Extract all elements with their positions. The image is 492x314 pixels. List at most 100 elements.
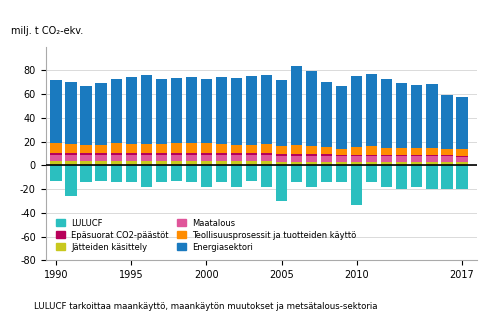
Bar: [381, 162, 393, 165]
Bar: [155, 155, 167, 161]
Bar: [366, 162, 377, 165]
Bar: [65, 161, 77, 165]
Bar: [276, 162, 287, 165]
Bar: [171, 153, 182, 155]
Bar: [366, 165, 377, 182]
Bar: [231, 161, 242, 165]
Bar: [321, 162, 332, 165]
Bar: [426, 165, 437, 189]
Bar: [141, 165, 152, 187]
Bar: [321, 147, 332, 154]
Bar: [456, 162, 467, 165]
Bar: [155, 78, 167, 144]
Bar: [201, 165, 212, 187]
Bar: [336, 149, 347, 155]
Bar: [111, 155, 122, 161]
Bar: [426, 162, 437, 165]
Bar: [81, 144, 92, 153]
Bar: [111, 79, 122, 143]
Bar: [231, 153, 242, 155]
Bar: [50, 143, 62, 153]
Bar: [231, 165, 242, 187]
Bar: [171, 165, 182, 181]
Bar: [381, 148, 393, 155]
Bar: [141, 153, 152, 155]
Bar: [276, 154, 287, 156]
Bar: [291, 162, 302, 165]
Bar: [261, 144, 272, 153]
Bar: [246, 144, 257, 153]
Bar: [396, 148, 407, 155]
Bar: [81, 165, 92, 182]
Bar: [441, 165, 453, 189]
Bar: [95, 165, 107, 181]
Bar: [396, 162, 407, 165]
Bar: [125, 165, 137, 182]
Bar: [65, 165, 77, 196]
Bar: [216, 161, 227, 165]
Bar: [306, 162, 317, 165]
Bar: [231, 155, 242, 161]
Legend: LULUCF, Epäsuorat CO2-päästöt, Jätteiden käsittely, Maatalous, Teollisuusprosess: LULUCF, Epäsuorat CO2-päästöt, Jätteiden…: [54, 216, 359, 254]
Bar: [321, 165, 332, 182]
Bar: [381, 165, 393, 187]
Bar: [411, 165, 423, 187]
Bar: [246, 165, 257, 181]
Bar: [456, 97, 467, 149]
Bar: [155, 153, 167, 155]
Bar: [50, 165, 62, 181]
Bar: [261, 165, 272, 187]
Bar: [50, 155, 62, 161]
Bar: [381, 155, 393, 156]
Bar: [291, 144, 302, 154]
Bar: [50, 153, 62, 155]
Bar: [185, 161, 197, 165]
Bar: [81, 161, 92, 165]
Bar: [185, 143, 197, 153]
Bar: [441, 155, 453, 156]
Bar: [306, 71, 317, 146]
Bar: [125, 144, 137, 153]
Bar: [201, 79, 212, 143]
Bar: [396, 156, 407, 162]
Bar: [246, 155, 257, 161]
Bar: [261, 75, 272, 144]
Bar: [306, 154, 317, 156]
Bar: [185, 155, 197, 161]
Bar: [276, 146, 287, 154]
Bar: [411, 148, 423, 155]
Bar: [291, 165, 302, 182]
Bar: [366, 74, 377, 146]
Bar: [456, 165, 467, 189]
Bar: [351, 162, 363, 165]
Bar: [291, 156, 302, 162]
Bar: [441, 162, 453, 165]
Bar: [50, 161, 62, 165]
Bar: [125, 155, 137, 161]
Bar: [141, 155, 152, 161]
Bar: [171, 161, 182, 165]
Bar: [95, 83, 107, 144]
Bar: [336, 165, 347, 182]
Bar: [216, 155, 227, 161]
Bar: [441, 149, 453, 155]
Bar: [231, 78, 242, 144]
Bar: [81, 155, 92, 161]
Bar: [441, 156, 453, 162]
Bar: [261, 155, 272, 161]
Bar: [321, 156, 332, 162]
Bar: [411, 85, 423, 148]
Bar: [216, 78, 227, 144]
Bar: [336, 86, 347, 149]
Bar: [336, 155, 347, 156]
Bar: [95, 144, 107, 153]
Bar: [216, 144, 227, 153]
Bar: [381, 78, 393, 148]
Bar: [336, 156, 347, 162]
Bar: [351, 155, 363, 156]
Bar: [185, 77, 197, 143]
Bar: [185, 153, 197, 155]
Bar: [185, 165, 197, 182]
Bar: [456, 156, 467, 157]
Bar: [65, 155, 77, 161]
